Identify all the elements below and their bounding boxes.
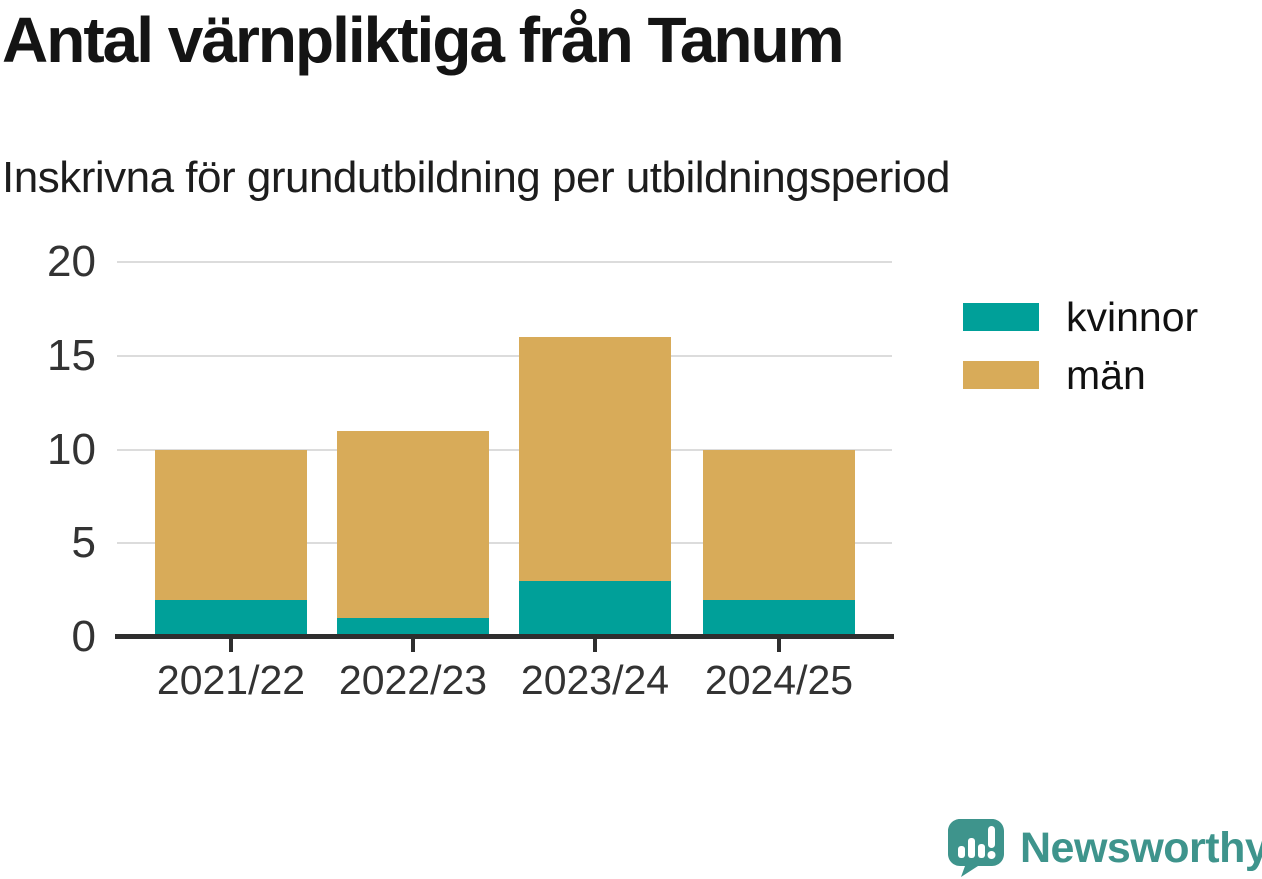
y-axis-tick-label: 10 [47, 424, 96, 474]
x-axis-category-label: 2022/23 [338, 657, 488, 703]
x-axis-tick [411, 639, 415, 652]
x-axis-line [115, 634, 894, 639]
y-axis-tick-label: 15 [47, 330, 96, 380]
bar-segment-män [703, 449, 855, 600]
chart-subtitle: Inskrivna för grundutbildning per utbild… [2, 153, 951, 202]
y-axis-tick-label: 20 [47, 237, 96, 286]
legend-swatch-kvinnor [963, 303, 1039, 331]
legend-label-kvinnor: kvinnor [1066, 294, 1199, 340]
bar-segment-kvinnor [703, 599, 855, 637]
x-axis-tick [593, 639, 597, 652]
y-gridline [117, 542, 892, 545]
bar-segment-män [519, 337, 671, 581]
x-axis-category-label: 2021/22 [156, 657, 306, 703]
newsworthy-logo-text: Newsworthy [1020, 824, 1262, 872]
x-axis-tick [229, 639, 233, 652]
bar-segment-män [155, 449, 307, 600]
legend-swatch-män [963, 361, 1039, 389]
bar-segment-kvinnor [337, 618, 489, 637]
y-gridline [117, 448, 892, 451]
y-axis-tick-label: 5 [71, 518, 96, 568]
newsworthy-logo-icon [948, 818, 1004, 879]
y-axis-tick-label: 0 [71, 612, 96, 661]
bar-segment-män [337, 430, 489, 619]
chart-title: Antal värnpliktiga från Tanum [2, 4, 845, 76]
x-axis-tick [777, 639, 781, 652]
x-axis-category-label: 2023/24 [520, 657, 670, 703]
y-gridline [117, 261, 892, 263]
bar-segment-kvinnor [155, 599, 307, 637]
x-axis-category-label: 2024/25 [704, 657, 854, 703]
legend-label-män: män [1066, 352, 1146, 398]
bar-segment-kvinnor [519, 580, 671, 637]
y-gridline [117, 354, 892, 357]
